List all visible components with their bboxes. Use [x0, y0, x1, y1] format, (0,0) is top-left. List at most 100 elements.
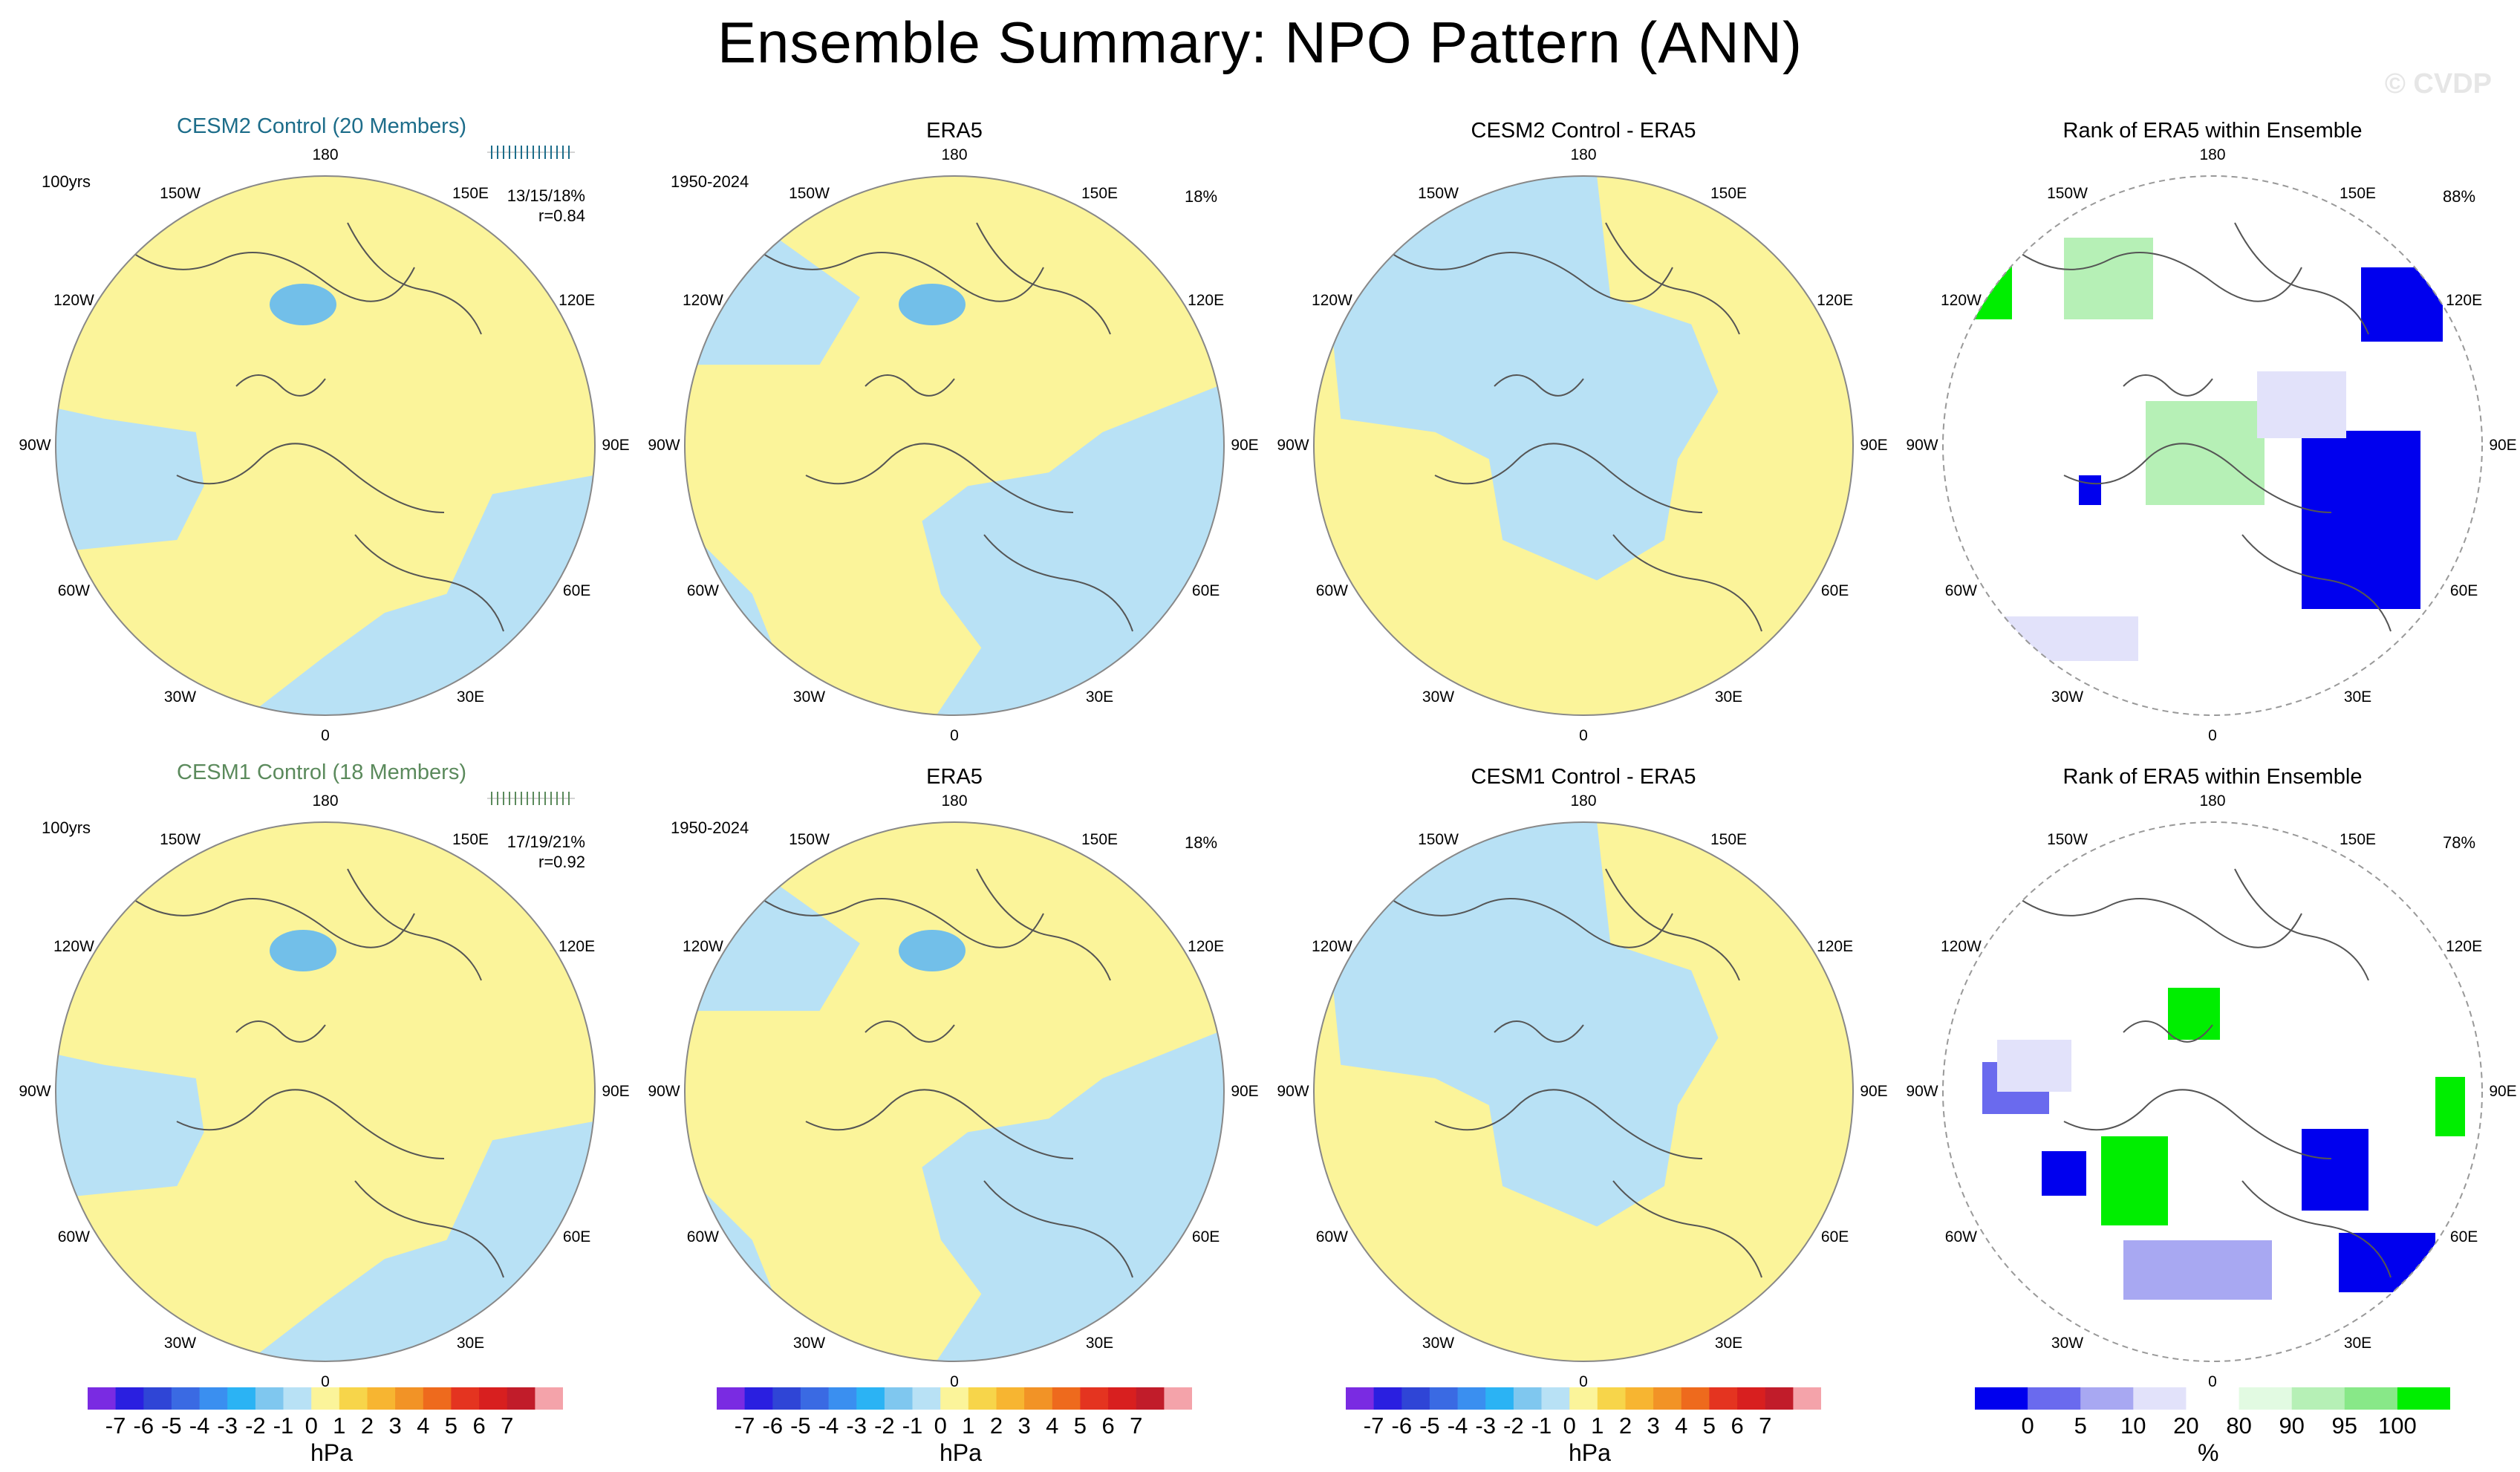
- colorbar-swatch: [2133, 1387, 2187, 1410]
- lon-label: 30E: [2343, 1334, 2372, 1352]
- polar-map: [55, 821, 596, 1362]
- colorbar: -7 -6 -5 -4 -3 -2 -1 0 1 2 3 4 5 6 7 hPa: [88, 1387, 564, 1466]
- colorbar-tick-label: 0: [2021, 1413, 2034, 1439]
- rank-cell-block: [2168, 988, 2220, 1040]
- polar-map: [55, 175, 596, 716]
- colorbar-tick-label: 6: [1731, 1413, 1744, 1439]
- strong-low-area: [270, 930, 336, 971]
- pattern-correlation: r=0.92: [538, 853, 585, 871]
- map-boundary: [55, 821, 596, 1362]
- pct-variance: 88%: [2443, 187, 2476, 206]
- colorbar-tick-label: 1: [962, 1413, 975, 1439]
- colorbar-swatch: [1653, 1387, 1682, 1410]
- lon-label: 60E: [1191, 582, 1220, 599]
- colorbar-tick-label: 5: [1702, 1413, 1716, 1439]
- colorbar-swatch: [2344, 1387, 2398, 1410]
- panel-rank: Rank of ERA5 within Ensemble 180 150E 120E 9…: [1906, 765, 2517, 1404]
- lon-label: 180: [1570, 792, 1597, 810]
- strong-low-area: [899, 930, 966, 971]
- colorbar-tick-label: -6: [133, 1413, 154, 1439]
- colorbar-tick-label: 0: [305, 1413, 318, 1439]
- rank-cell-block: [2146, 401, 2265, 505]
- colorbar: -7 -6 -5 -4 -3 -2 -1 0 1 2 3 4 5 6 7 hPa: [717, 1387, 1193, 1466]
- lon-label: 30E: [1085, 1334, 1114, 1352]
- field-region: [685, 822, 1224, 1361]
- colorbar-tick-label: 2: [989, 1413, 1003, 1439]
- pct-variance-note: 17/19/21% r=0.92: [507, 832, 585, 872]
- map-boundary: [1942, 821, 2483, 1362]
- colorbar-tick-label: 0: [934, 1413, 947, 1439]
- colorbar-tick-label: -2: [1503, 1413, 1524, 1439]
- panel-diff: CESM1 Control - ERA5 180 150E 120E 90E 60E 30E…: [1277, 765, 1888, 1404]
- colorbar-swatch: [1401, 1387, 1430, 1410]
- pct-variance: 17/19/21%: [507, 833, 585, 851]
- colorbar-swatch: [88, 1387, 117, 1410]
- colorbar-swatch: [772, 1387, 801, 1410]
- colorbar-swatch: [856, 1387, 885, 1410]
- lon-label: 60E: [2449, 1228, 2478, 1245]
- panel-title: CESM1 Control - ERA5: [1471, 765, 1696, 789]
- lon-label: 60E: [562, 582, 591, 599]
- colorbar-tick-label: 3: [1018, 1413, 1031, 1439]
- member-spread-ticks: [487, 792, 575, 805]
- lon-label: 30W: [792, 688, 826, 706]
- colorbar-swatch: [1429, 1387, 1458, 1410]
- colorbar-tick-label: -5: [790, 1413, 811, 1439]
- colorbar-tick-label: -4: [818, 1413, 839, 1439]
- colorbar-tick-label: 4: [417, 1413, 430, 1439]
- rank-cell-block: [2361, 267, 2443, 342]
- colorbar-swatch: [423, 1387, 452, 1410]
- panel-title: CESM1 Control (18 Members): [177, 761, 466, 784]
- colorbar-tick-label: -5: [1419, 1413, 1440, 1439]
- lon-label: 150E: [2339, 185, 2377, 203]
- colorbar-swatch: [535, 1387, 564, 1410]
- colorbar-tick-label: 5: [1073, 1413, 1087, 1439]
- lon-label: 90W: [19, 1083, 51, 1100]
- colorbar-swatch: [968, 1387, 997, 1410]
- panel-title: Rank of ERA5 within Ensemble: [2062, 119, 2363, 143]
- colorbar: 0 5 10 20 80 90 95 100%: [1975, 1387, 2451, 1466]
- panel-diff: CESM2 Control - ERA5 180 150E 120E 90E 60E 30E…: [1277, 119, 1888, 758]
- colorbar-tick-label: 95: [2331, 1413, 2358, 1439]
- rank-cell-block: [2042, 1151, 2086, 1196]
- period-note: 1950-2024: [671, 818, 749, 837]
- lon-label: 120W: [682, 291, 723, 309]
- colorbar-swatch: [1513, 1387, 1542, 1410]
- colorbar-swatch: [1737, 1387, 1766, 1410]
- coastlines: [2019, 868, 2392, 1278]
- lon-label: 90E: [602, 1083, 630, 1100]
- pattern-correlation: r=0.84: [538, 206, 585, 225]
- colorbar-tick-label: 1: [1591, 1413, 1604, 1439]
- lon-label: 180: [941, 146, 968, 163]
- colorbar-swatch: [2239, 1387, 2293, 1410]
- lon-label: 60E: [562, 1228, 591, 1245]
- colorbar-swatch: [1709, 1387, 1738, 1410]
- colorbar-swatch: [255, 1387, 284, 1410]
- colorbar-swatch: [1625, 1387, 1654, 1410]
- lon-label: 150E: [452, 185, 489, 203]
- lon-label: 90W: [648, 437, 680, 454]
- lon-label: 120W: [53, 291, 94, 309]
- lon-label: 30W: [2051, 1334, 2084, 1352]
- colorbar-tick-label: 7: [1759, 1413, 1772, 1439]
- rank-cell-block: [2302, 1129, 2368, 1211]
- colorbar-tick-label: -3: [846, 1413, 867, 1439]
- colorbar-tick-label: 2: [360, 1413, 374, 1439]
- lon-label: 120E: [1817, 291, 1854, 309]
- colorbar-swatch: [2028, 1387, 2081, 1410]
- period-note: 1950-2024: [671, 172, 749, 191]
- lon-label: 60W: [1944, 1228, 1977, 1245]
- lon-label: 60W: [57, 582, 90, 599]
- lon-label: 150W: [160, 831, 201, 849]
- colorbar-tick-label: -3: [1475, 1413, 1496, 1439]
- colorbar-swatch: [171, 1387, 200, 1410]
- colorbar-swatch: [1569, 1387, 1598, 1410]
- polar-map: [684, 821, 1225, 1362]
- colorbar-units: hPa: [940, 1439, 982, 1466]
- colorbar-swatch: [143, 1387, 172, 1410]
- rank-cell-block: [2101, 1136, 2168, 1225]
- colorbar-tick-label: -6: [762, 1413, 784, 1439]
- lon-label: 90W: [1906, 1083, 1938, 1100]
- panel-title: Rank of ERA5 within Ensemble: [2062, 765, 2363, 789]
- lon-label: 60W: [686, 582, 719, 599]
